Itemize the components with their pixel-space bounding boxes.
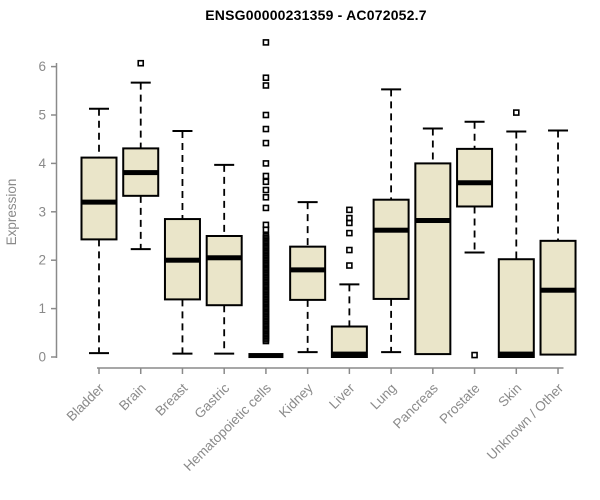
x-tick-label-pancreas: Pancreas: [390, 380, 441, 431]
outlier-point: [471, 351, 478, 359]
y-tick-label: 0: [38, 350, 46, 365]
median-line: [164, 257, 200, 263]
boxplot-gastric: [205, 163, 243, 355]
iqr-box: [456, 147, 494, 208]
x-tick-label-breast: Breast: [152, 380, 190, 418]
outlier-point: [262, 232, 270, 240]
x-tick-label-unknown-other: Unknown / Other: [484, 380, 567, 463]
outlier-point: [262, 125, 270, 133]
outlier-point: [262, 186, 270, 194]
boxplot-kidney: [289, 201, 327, 354]
y-axis-label: Expression: [4, 179, 19, 246]
outlier-point: [262, 139, 270, 147]
boxplot-breast: [163, 129, 201, 355]
outlier-point: [512, 109, 520, 116]
chart-title: ENSG00000231359 - AC072052.7: [205, 7, 427, 23]
boxplot-bladder: [80, 107, 118, 355]
boxplot-liver: [330, 206, 368, 358]
iqr-box: [497, 258, 535, 358]
x-tick-label-brain: Brain: [116, 381, 149, 414]
outlier-point: [137, 59, 145, 67]
outlier-point: [262, 82, 270, 89]
median-line: [81, 199, 117, 205]
boxplot-lung: [372, 88, 410, 354]
y-tick-label: 5: [38, 108, 46, 123]
boxplot-hematopoietic-cells: [248, 39, 284, 359]
y-tick-label: 6: [38, 59, 46, 74]
x-tick-label-liver: Liver: [326, 380, 358, 412]
x-tick-label-prostate: Prostate: [437, 381, 483, 427]
x-axis: [97, 367, 564, 374]
median-line: [540, 287, 576, 293]
x-tick-label-skin: Skin: [495, 381, 524, 410]
y-tick-label: 2: [38, 253, 46, 268]
x-tick-label-kidney: Kidney: [276, 380, 316, 420]
x-tick-label-lung: Lung: [367, 381, 399, 413]
x-tick-label-bladder: Bladder: [64, 380, 108, 424]
iqr-box: [372, 198, 410, 300]
outlier-point: [262, 193, 270, 201]
outlier-point: [262, 226, 270, 234]
boxplot-prostate: [456, 120, 494, 359]
outlier-point: [262, 204, 270, 212]
outlier-point: [346, 214, 353, 222]
outlier-point: [262, 39, 270, 46]
outlier-point: [346, 229, 353, 237]
y-axis: [51, 63, 58, 358]
outlier-point: [346, 246, 353, 254]
outlier-point: [346, 206, 353, 214]
median-line: [373, 227, 409, 233]
iqr-box: [205, 235, 243, 307]
median-line: [290, 267, 326, 273]
iqr-box: [80, 156, 118, 241]
outlier-point: [262, 74, 270, 82]
iqr-box: [414, 162, 452, 356]
outlier-point: [262, 172, 270, 180]
x-tick-label-gastric: Gastric: [191, 380, 232, 421]
boxplot-unknown-other: [539, 129, 577, 356]
y-tick-label: 3: [38, 204, 46, 219]
median-line: [206, 255, 242, 261]
iqr-box: [539, 239, 577, 356]
iqr-box: [289, 245, 327, 301]
boxplot-pancreas: [414, 127, 452, 356]
outlier-point: [262, 160, 270, 167]
median-line: [498, 351, 534, 357]
outlier-point: [346, 262, 353, 269]
boxplot-skin: [497, 109, 535, 358]
boxplot-brain: [122, 59, 160, 251]
y-tick-label: 1: [38, 301, 46, 316]
median-line: [415, 218, 451, 224]
outlier-point: [262, 178, 270, 186]
y-tick-label: 4: [38, 156, 46, 171]
median-line: [457, 180, 493, 186]
median-line: [331, 351, 367, 357]
outlier-point: [262, 111, 270, 119]
median-line: [123, 170, 159, 176]
median-line: [248, 353, 284, 359]
